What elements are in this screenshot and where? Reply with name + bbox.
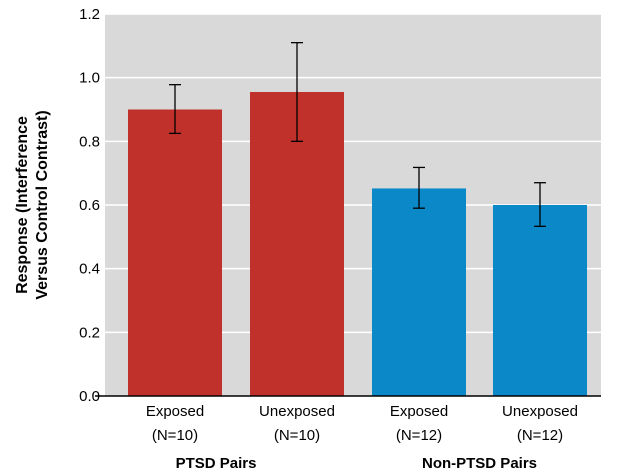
x-category-n-label: (N=12) xyxy=(396,427,442,444)
y-axis-title-line-2: Versus Control Contrast) xyxy=(34,110,51,299)
x-category-label: Exposed xyxy=(390,403,448,420)
y-tick-label: 1.2 xyxy=(79,6,100,23)
y-tick-labels: 0.0 0.2 0.4 0.6 0.8 1.0 1.2 xyxy=(79,6,100,405)
x-category-n-label: (N=10) xyxy=(152,427,198,444)
y-axis-title-line-1: Response (Interference xyxy=(14,116,31,294)
x-category-n-label: (N=10) xyxy=(274,427,320,444)
x-category-labels: Exposed (N=10) Unexposed (N=10) Exposed (N=12… xyxy=(146,403,578,444)
group-labels: PTSD Pairs Non-PTSD Pairs xyxy=(176,455,537,472)
y-tick-label: 0.0 xyxy=(79,388,100,405)
y-tick-label: 1.0 xyxy=(79,70,100,87)
x-category-n-label: (N=12) xyxy=(517,427,563,444)
x-category-label: Unexposed xyxy=(259,403,335,420)
y-tick-label: 0.2 xyxy=(79,324,100,341)
y-tick-label: 0.8 xyxy=(79,133,100,150)
x-category-label: Unexposed xyxy=(502,403,578,420)
y-tick-label: 0.6 xyxy=(79,197,100,214)
bar xyxy=(372,188,466,396)
bar xyxy=(250,91,344,396)
error-bars xyxy=(169,42,546,227)
group-label: Non-PTSD Pairs xyxy=(422,455,537,472)
group-label: PTSD Pairs xyxy=(176,455,257,472)
bar xyxy=(493,205,587,396)
bar xyxy=(128,109,222,396)
x-category-label: Exposed xyxy=(146,403,204,420)
y-tick-label: 0.4 xyxy=(79,261,100,278)
bars xyxy=(128,91,587,396)
